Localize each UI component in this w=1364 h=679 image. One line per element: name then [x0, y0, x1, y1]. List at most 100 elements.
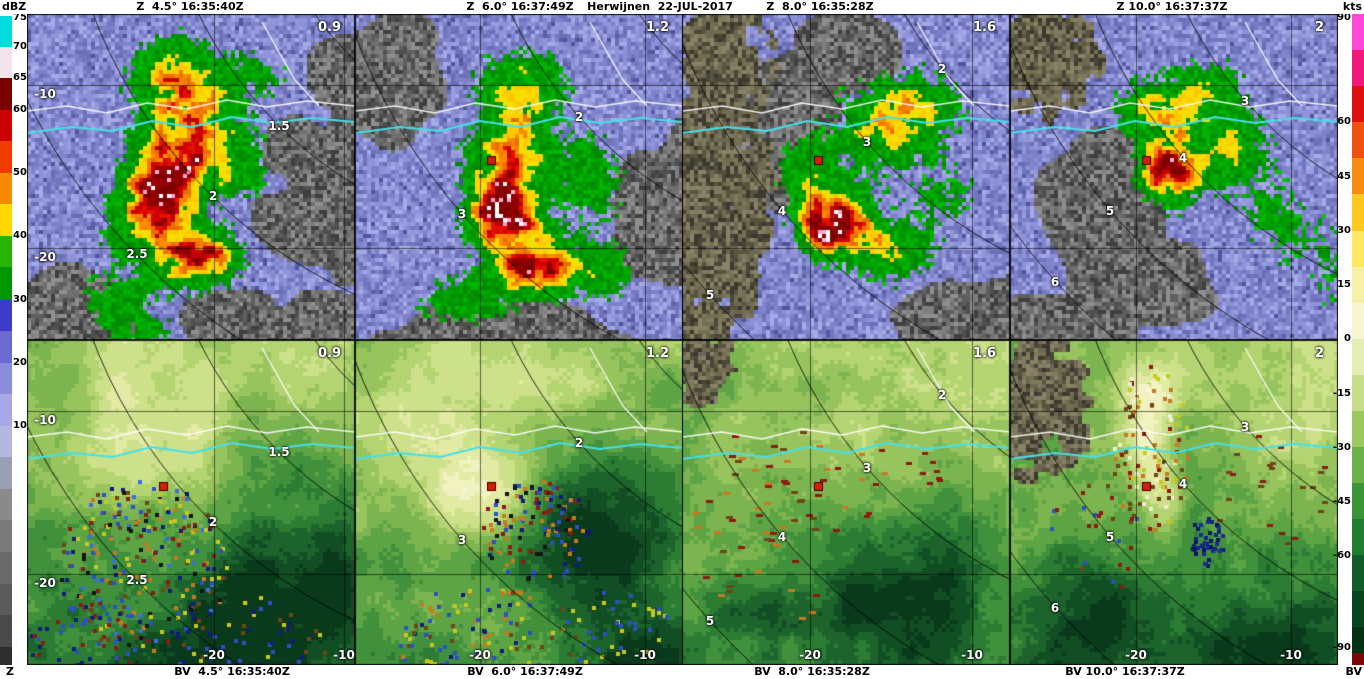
colorbar-segment — [0, 584, 12, 615]
beam-height-ring-label: 2.5 — [126, 573, 148, 587]
colorbar-tick-label: -90 — [1332, 642, 1351, 653]
colorbar-segment — [1352, 50, 1364, 86]
beam-height-ring-label: 6 — [1050, 601, 1060, 615]
velocity-panel-2[interactable]: 1.2 2 3 -20 -10 — [355, 340, 683, 665]
footer-bar: Z BV 4.5° 16:35:40Z BV 6.0° 16:37:49Z BV… — [0, 665, 1364, 679]
colorbar-segment — [0, 520, 12, 552]
colorbar-segment — [0, 394, 12, 426]
beam-height-corner-label: 2 — [1314, 20, 1324, 35]
beam-height-ring-label: 2 — [937, 62, 947, 76]
panel-title-z-4-5: Z 4.5° 16:35:40Z — [136, 0, 244, 13]
colorbar-segment — [0, 236, 12, 267]
colorbar-segment — [0, 300, 12, 331]
footer-right-unit-label: BV — [1345, 665, 1362, 678]
panel-title-bv-6-0: BV 6.0° 16:37:49Z — [467, 665, 583, 678]
colorbar-segment — [1352, 194, 1364, 231]
velocity-radar-image — [1010, 340, 1338, 665]
colorbar-tick-label: 50 — [13, 167, 27, 178]
colorbar-segment — [0, 331, 12, 363]
colorbar-segment — [1352, 627, 1364, 653]
colorbar-tick-label: 65 — [13, 72, 27, 83]
beam-height-ring-label: 6 — [1050, 275, 1060, 289]
velocity-radar-image — [355, 340, 683, 665]
reflectivity-panel-1[interactable]: 0.9 1.5 2 2.5 -10 -20 — [27, 14, 355, 340]
reflectivity-panel-3[interactable]: 1.6 2 3 4 5 — [682, 14, 1010, 340]
colorbar-tick-label: 30 — [13, 294, 27, 305]
colorbar-segment — [1352, 375, 1364, 411]
colorbar-segment — [0, 489, 12, 520]
colorbar-segment — [1352, 122, 1364, 158]
reflectivity-panel-2[interactable]: 1.2 2 3 — [355, 14, 683, 340]
colorbar-segment — [0, 615, 12, 647]
colorbar-segment — [1352, 591, 1364, 627]
beam-height-ring-label: 2 — [208, 515, 218, 529]
panel-grid: 0.9 1.5 2 2.5 -10 -20 1.2 2 3 1.6 2 3 4 5 2 3 4 5 6 0.9 1.5 2… — [0, 14, 1364, 665]
beam-height-ring-label: 3 — [862, 135, 872, 149]
colorbar-segment — [0, 110, 12, 141]
colorbar-segment — [1352, 447, 1364, 483]
panel-title-bv-4-5: BV 4.5° 16:35:40Z — [174, 665, 290, 678]
colorbar-segment — [0, 141, 12, 173]
beam-height-ring-label: 4 — [777, 204, 787, 218]
velocity-panel-1[interactable]: 0.9 1.5 2 2.5 -20 -10 -10 -20 — [27, 340, 355, 665]
x-axis-km-label: -10 — [1280, 648, 1302, 662]
colorbar-segment — [1352, 555, 1364, 591]
colorbar-tick-label: 90 — [1337, 12, 1351, 23]
beam-height-ring-label: 3 — [862, 461, 872, 475]
colorbar-tick-label: 10 — [13, 420, 27, 431]
reflectivity-radar-image — [1010, 14, 1338, 340]
colorbar-segment — [0, 78, 12, 110]
reflectivity-panel-4[interactable]: 2 3 4 5 6 — [1010, 14, 1338, 340]
x-axis-km-label: -10 — [333, 648, 355, 662]
x-axis-km-label: -20 — [469, 648, 491, 662]
x-axis-km-label: -20 — [1125, 648, 1147, 662]
colorbar-segment — [1352, 339, 1364, 375]
colorbar-segment — [1352, 86, 1364, 122]
beam-height-ring-label: 5 — [1105, 530, 1115, 544]
colorbar-segment — [1352, 158, 1364, 194]
colorbar-segment — [1352, 519, 1364, 555]
colorbar-segment — [0, 363, 12, 394]
colorbar-velocity — [1352, 14, 1364, 665]
colorbar-tick-label: -15 — [1332, 388, 1351, 399]
beam-height-ring-label: 2 — [574, 110, 584, 124]
velocity-panel-4[interactable]: 2 3 4 5 6 -20 -10 — [1010, 340, 1338, 665]
beam-height-ring-label: 5 — [1105, 204, 1115, 218]
beam-height-ring-label: 4 — [777, 530, 787, 544]
beam-height-ring-label: 4 — [1178, 477, 1188, 491]
beam-height-ring-label: 4 — [1178, 151, 1188, 165]
colorbar-tick-label: 40 — [13, 230, 27, 241]
colorbar-segment — [1352, 267, 1364, 303]
beam-height-ring-label: 2 — [208, 189, 218, 203]
beam-height-corner-label: 0.9 — [317, 20, 341, 35]
beam-height-ring-label: 2.5 — [126, 247, 148, 261]
colorbar-segment — [0, 14, 12, 16]
colorbar-reflectivity — [0, 14, 12, 665]
colorbar-segment — [1352, 653, 1364, 665]
station-date-label: Herwijnen 22-JUL-2017 — [587, 0, 733, 13]
beam-height-ring-label: 1.5 — [268, 119, 290, 133]
colorbar-velocity-labels: 90 60 45 30 15 0 -15 -30 -45 -60 -90 — [1327, 12, 1351, 665]
panel-title-z-10-0: Z 10.0° 16:37:37Z — [1116, 0, 1228, 13]
colorbar-segment — [1352, 231, 1364, 267]
velocity-panel-3[interactable]: 1.6 2 3 4 5 -20 -10 — [682, 340, 1010, 665]
colorbar-segment — [0, 552, 12, 584]
velocity-radar-image — [27, 340, 355, 665]
right-unit-label: kts — [1342, 0, 1362, 13]
colorbar-segment — [0, 426, 12, 457]
beam-height-ring-label: 2 — [574, 436, 584, 450]
x-axis-km-label: -10 — [634, 648, 656, 662]
colorbar-tick-label: 60 — [13, 104, 27, 115]
beam-height-corner-label: 0.9 — [317, 346, 341, 361]
colorbar-segment — [0, 267, 12, 300]
beam-height-ring-label: 3 — [1240, 420, 1250, 434]
colorbar-segment — [0, 457, 12, 489]
colorbar-tick-label: 30 — [1337, 225, 1351, 236]
reflectivity-radar-image — [27, 14, 355, 340]
y-axis-km-label: -10 — [34, 413, 56, 427]
colorbar-tick-label: -45 — [1332, 496, 1351, 507]
left-unit-label: dBZ — [2, 0, 27, 13]
colorbar-segment — [0, 647, 12, 665]
header-bar: dBZ Z 4.5° 16:35:40Z Z 6.0° 16:37:49Z He… — [0, 0, 1364, 14]
